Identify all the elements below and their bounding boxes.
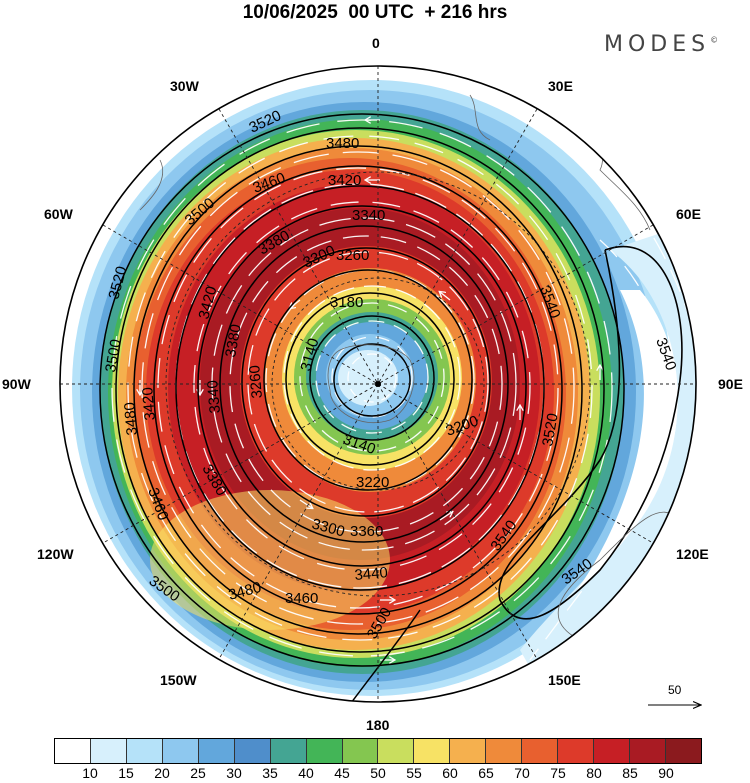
contour-label: 3500 — [102, 338, 125, 374]
colorbar-tick-label: 80 — [586, 765, 602, 781]
lon-label-180: 180 — [366, 717, 390, 733]
contour-label: 3420 — [139, 386, 159, 421]
colorbar-tick-label: 55 — [406, 765, 422, 781]
wind-streamlines — [111, 119, 696, 661]
colorbar-swatch — [594, 739, 630, 763]
colorbar-swatch — [378, 739, 415, 763]
contour-label: 3420 — [328, 172, 361, 189]
colorbar-swatch — [342, 739, 379, 763]
colorbar-swatch — [162, 739, 199, 763]
colorbar-tick-label: 85 — [622, 765, 638, 781]
lon-label-90e: 90E — [718, 376, 743, 392]
colorbar-tick-label: 45 — [334, 765, 350, 781]
pole-marker — [375, 381, 381, 387]
contour-label: 3360 — [350, 523, 383, 540]
colorbar-swatch — [198, 739, 235, 763]
colorbar-tick-label: 30 — [226, 765, 242, 781]
colorbar-swatch — [630, 739, 666, 763]
lon-label-60w: 60W — [44, 206, 73, 222]
colorbar-swatch — [486, 739, 523, 763]
colorbar-swatch — [234, 739, 271, 763]
brand-logo: MODES© — [604, 32, 719, 57]
colorbar-swatch — [522, 739, 559, 763]
colorbar-tick-label: 60 — [442, 765, 458, 781]
lon-label-120e: 120E — [676, 546, 709, 562]
colorbar-tick-label: 75 — [550, 765, 566, 781]
lon-label-0: 0 — [372, 35, 380, 51]
lon-label-90w: 90W — [2, 376, 31, 392]
colorbar-tick-label: 35 — [262, 765, 278, 781]
colorbar-tick-label: 70 — [514, 765, 530, 781]
contour-label: 3340 — [204, 379, 224, 414]
contour-label: 3260 — [336, 247, 369, 264]
lon-label-60e: 60E — [676, 206, 701, 222]
streamline-arrows — [140, 120, 600, 660]
contour-label: 3480 — [326, 135, 359, 152]
colorbar-swatch — [55, 739, 91, 763]
colorbar-swatch — [450, 739, 487, 763]
colorbar-swatch — [126, 739, 163, 763]
map-title: 10/06/2025 00 UTC + 216 hrs — [242, 2, 508, 23]
lon-label-150w: 150W — [160, 672, 197, 688]
wind-speed-shading — [60, 66, 696, 702]
polar-map: 3520 3480 3460 3420 3500 3340 3380 3300 … — [59, 65, 750, 735]
colorbar-tick-label: 20 — [154, 765, 170, 781]
colorbar-ticks: 10 15 20 25 30 35 40 45 50 55 60 65 70 75 80 85 90 — [54, 765, 702, 783]
contour-label: 3180 — [330, 294, 363, 311]
lon-label-150e: 150E — [548, 672, 581, 688]
lon-label-30w: 30W — [170, 78, 199, 94]
colorbar-swatch — [558, 739, 595, 763]
colorbar-tick-label: 90 — [658, 765, 674, 781]
colorbar-tick-label: 25 — [190, 765, 206, 781]
contour-label: 3480 — [121, 401, 141, 436]
colorbar-swatch — [665, 739, 701, 763]
contour-label: 3440 — [354, 564, 389, 584]
colorbar-swatch — [270, 739, 307, 763]
contour-label: 3460 — [285, 590, 318, 607]
colorbar-tick-label: 65 — [478, 765, 494, 781]
height-contours — [99, 113, 683, 702]
colorbar-tick-label: 40 — [298, 765, 314, 781]
reference-vector-label: 50 — [668, 683, 682, 697]
contour-label: 3520 — [539, 412, 562, 448]
contour-label: 3340 — [352, 207, 385, 224]
lon-label-30e: 30E — [548, 78, 573, 94]
colorbar-tick-label: 15 — [118, 765, 134, 781]
colorbar — [54, 738, 702, 764]
lon-label-120w: 120W — [37, 546, 74, 562]
contour-label: 3220 — [356, 474, 389, 491]
contour-label: 3260 — [246, 364, 266, 399]
map-border — [59, 65, 697, 703]
colorbar-swatch — [90, 739, 127, 763]
colorbar-swatch — [306, 739, 343, 763]
colorbar-tick-label: 50 — [370, 765, 386, 781]
contour-label: 3380 — [222, 323, 245, 359]
colorbar-swatch — [414, 739, 451, 763]
colorbar-tick-label: 10 — [82, 765, 98, 781]
